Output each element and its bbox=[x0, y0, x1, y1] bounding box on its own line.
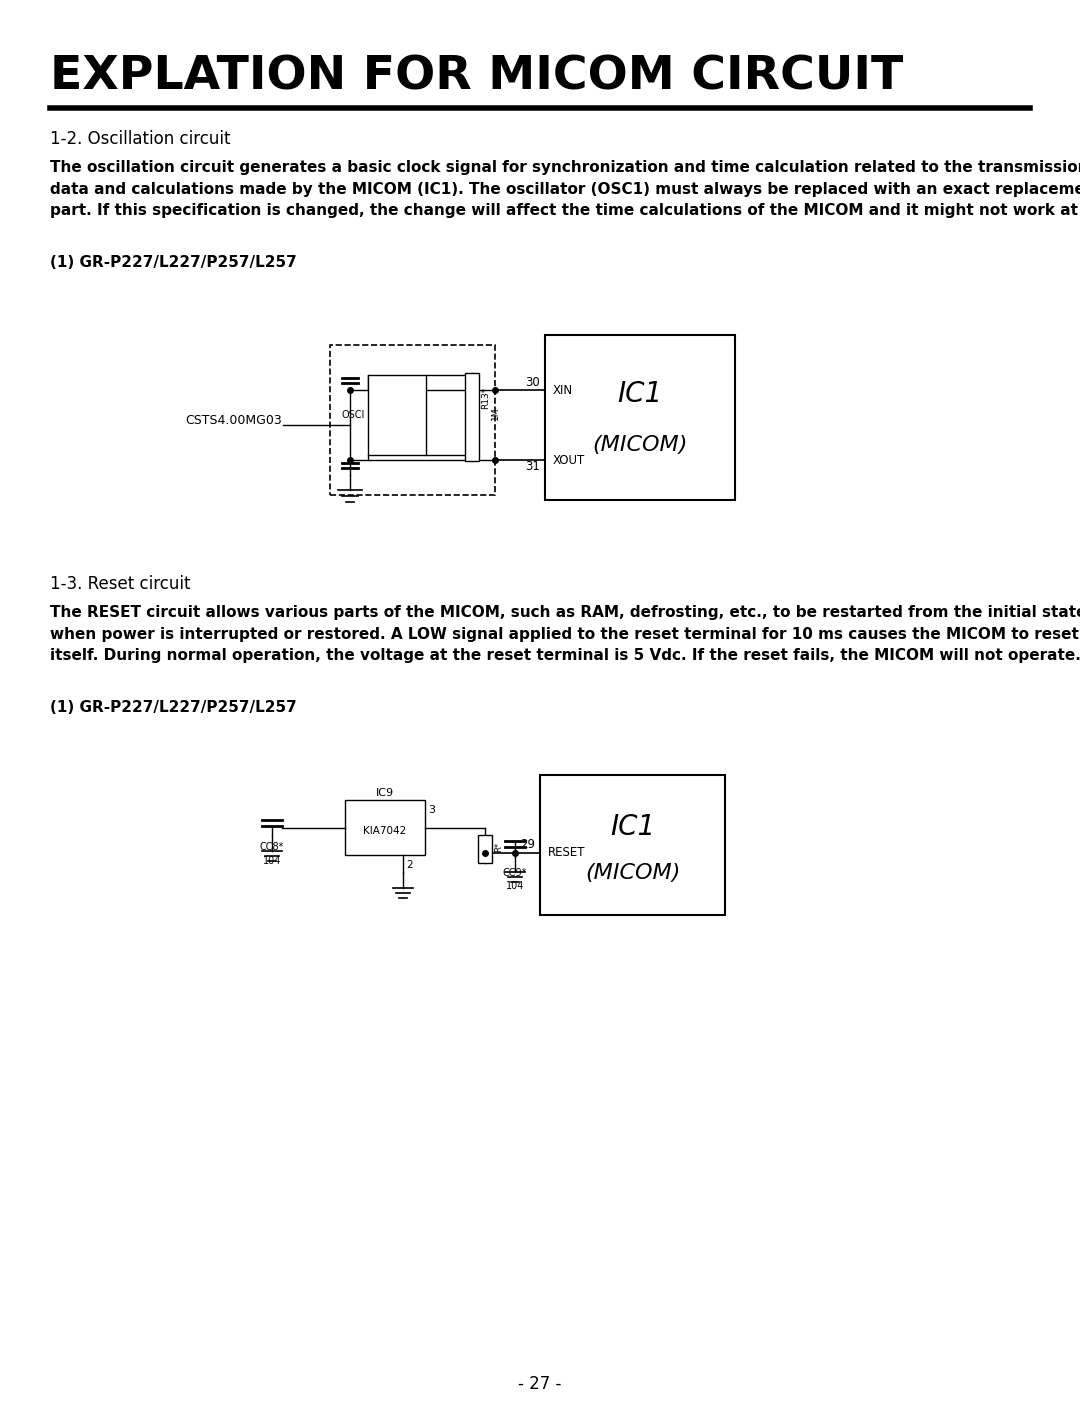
Text: RESET: RESET bbox=[548, 846, 585, 860]
Text: The oscillation circuit generates a basic clock signal for synchronization and t: The oscillation circuit generates a basi… bbox=[50, 160, 1080, 218]
Text: - 27 -: - 27 - bbox=[518, 1375, 562, 1392]
Bar bbox=[368, 375, 426, 455]
Text: 1-3. Reset circuit: 1-3. Reset circuit bbox=[50, 575, 190, 593]
Text: (1) GR-P227/L227/P257/L257: (1) GR-P227/L227/P257/L257 bbox=[50, 254, 297, 270]
Bar bbox=[540, 776, 725, 915]
Text: 31: 31 bbox=[525, 459, 540, 472]
Bar bbox=[545, 334, 735, 500]
Text: CC8*: CC8* bbox=[260, 843, 284, 853]
Text: IC1: IC1 bbox=[618, 379, 662, 407]
Text: 3: 3 bbox=[428, 805, 435, 815]
Text: 104: 104 bbox=[505, 881, 524, 891]
Text: 1M: 1M bbox=[491, 406, 500, 420]
Text: R13*: R13* bbox=[481, 386, 490, 409]
Bar bbox=[330, 346, 495, 495]
Text: 104: 104 bbox=[262, 856, 281, 865]
Bar bbox=[345, 799, 426, 856]
Text: R*: R* bbox=[494, 842, 503, 851]
Text: KIA7042: KIA7042 bbox=[363, 826, 407, 836]
Text: 30: 30 bbox=[525, 375, 540, 389]
Text: IC9: IC9 bbox=[376, 788, 394, 798]
Text: EXPLATION FOR MICOM CIRCUIT: EXPLATION FOR MICOM CIRCUIT bbox=[50, 55, 903, 100]
Text: 29: 29 bbox=[519, 839, 535, 851]
Text: The RESET circuit allows various parts of the MICOM, such as RAM, defrosting, et: The RESET circuit allows various parts o… bbox=[50, 606, 1080, 663]
Text: (MICOM): (MICOM) bbox=[584, 863, 680, 882]
Text: 1-2. Oscillation circuit: 1-2. Oscillation circuit bbox=[50, 131, 230, 148]
Bar bbox=[478, 835, 492, 863]
Bar bbox=[465, 372, 480, 461]
Text: (1) GR-P227/L227/P257/L257: (1) GR-P227/L227/P257/L257 bbox=[50, 700, 297, 715]
Text: OSCI: OSCI bbox=[341, 410, 365, 420]
Text: CSTS4.00MG03: CSTS4.00MG03 bbox=[185, 413, 282, 427]
Text: CC9*: CC9* bbox=[503, 868, 527, 878]
Text: XOUT: XOUT bbox=[553, 454, 585, 466]
Text: IC1: IC1 bbox=[610, 813, 656, 842]
Text: XIN: XIN bbox=[553, 384, 573, 396]
Text: (MICOM): (MICOM) bbox=[592, 436, 688, 455]
Text: 2: 2 bbox=[406, 860, 413, 870]
